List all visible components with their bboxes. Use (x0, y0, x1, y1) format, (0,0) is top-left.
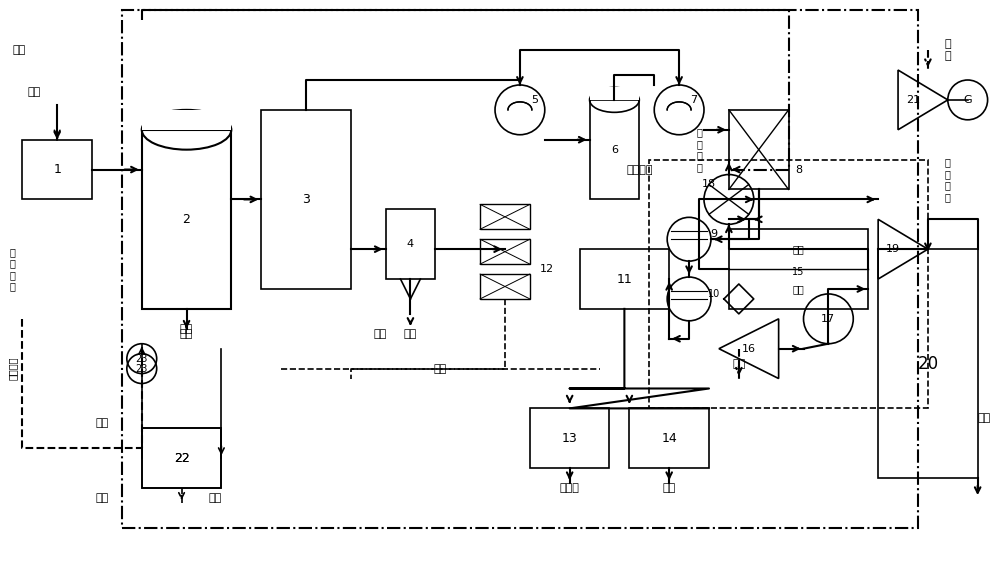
Text: 4: 4 (407, 239, 414, 249)
Text: 22: 22 (174, 452, 189, 465)
Bar (142, 428, 221, 488)
Bar (729, 110, 789, 189)
Text: 原煤: 原煤 (27, 87, 41, 97)
Text: 原煤: 原煤 (12, 45, 26, 55)
Text: 硫磺: 硫磺 (663, 483, 676, 493)
Text: 空气: 空气 (208, 493, 221, 503)
Bar (729, 229, 868, 309)
Bar (590, 100, 639, 199)
Bar (142, 428, 221, 488)
Text: 11: 11 (617, 273, 632, 286)
Text: G: G (963, 95, 972, 105)
Bar (386, 209, 435, 279)
Text: 阳
极
尾
气: 阳 极 尾 气 (696, 127, 702, 172)
Text: 10: 10 (708, 289, 720, 299)
Text: 17: 17 (821, 314, 835, 324)
Text: 纯氧: 纯氧 (95, 418, 109, 428)
Bar (480, 274, 530, 299)
Bar (530, 409, 609, 468)
Text: 阳极尾气: 阳极尾气 (7, 357, 17, 380)
Bar (480, 204, 530, 229)
Text: 21: 21 (906, 95, 920, 105)
Text: 6: 6 (611, 145, 618, 155)
Bar (590, 88, 639, 100)
Text: 阳
极
尾
气: 阳 极 尾 气 (9, 247, 15, 291)
Text: 蒸汽: 蒸汽 (434, 364, 447, 374)
Text: 22: 22 (174, 452, 189, 465)
Bar (22, 140, 92, 199)
Text: 排烟: 排烟 (978, 413, 991, 423)
Text: 飞灰: 飞灰 (404, 329, 417, 339)
Bar (261, 110, 351, 289)
Text: 阳极: 阳极 (793, 244, 804, 254)
Text: 13: 13 (562, 432, 578, 445)
Text: 19: 19 (886, 244, 900, 254)
Text: 炉渣: 炉渣 (180, 329, 193, 339)
Text: 20: 20 (917, 354, 938, 373)
Bar (580, 249, 669, 309)
Text: 1: 1 (53, 163, 61, 176)
Text: 空气: 空气 (732, 358, 745, 369)
Text: 18: 18 (702, 179, 716, 189)
Text: 炉渣: 炉渣 (180, 324, 193, 334)
Text: 污氮: 污氮 (95, 493, 109, 503)
Text: 飞灰: 飞灰 (374, 329, 387, 339)
Text: 固态盐: 固态盐 (560, 483, 580, 493)
Text: 9: 9 (710, 229, 718, 239)
Text: 7: 7 (690, 95, 698, 105)
Text: 23: 23 (136, 354, 148, 364)
Bar (878, 249, 978, 478)
Text: 抽
汽: 抽 汽 (944, 39, 951, 61)
Text: 8: 8 (795, 164, 802, 175)
Text: 2: 2 (183, 213, 190, 226)
Bar (142, 130, 231, 309)
Text: 阴极尾气: 阴极尾气 (626, 164, 653, 175)
Bar (649, 160, 928, 409)
Text: 阴极: 阴极 (793, 284, 804, 294)
Bar (629, 409, 709, 468)
Bar (142, 110, 231, 130)
Bar (480, 239, 530, 264)
Text: 3: 3 (302, 193, 310, 206)
Text: 16: 16 (742, 344, 756, 354)
Text: 5: 5 (531, 95, 538, 105)
Text: 高
温
蒸
汽: 高 温 蒸 汽 (945, 157, 951, 202)
Text: 23: 23 (136, 364, 148, 374)
Text: 14: 14 (661, 432, 677, 445)
Bar (122, 10, 918, 528)
Text: 15: 15 (792, 267, 805, 277)
Text: 12: 12 (540, 264, 554, 274)
